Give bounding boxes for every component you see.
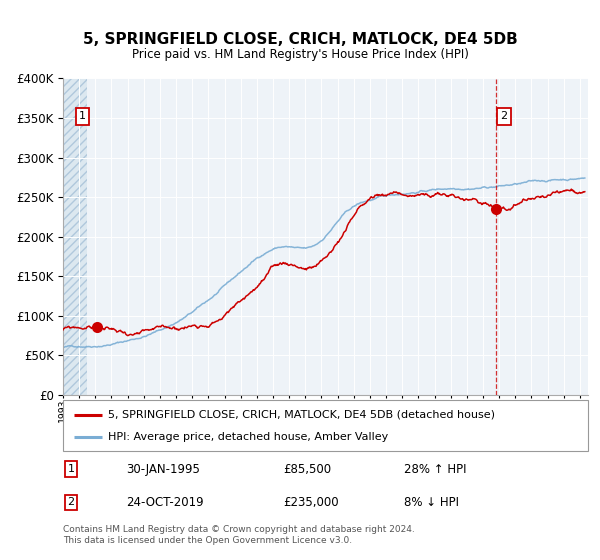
Text: 2: 2	[500, 111, 508, 122]
Text: 5, SPRINGFIELD CLOSE, CRICH, MATLOCK, DE4 5DB (detached house): 5, SPRINGFIELD CLOSE, CRICH, MATLOCK, DE…	[107, 409, 494, 419]
Text: £85,500: £85,500	[284, 463, 332, 476]
Text: 8% ↓ HPI: 8% ↓ HPI	[404, 496, 459, 509]
Text: £235,000: £235,000	[284, 496, 339, 509]
Text: 30-JAN-1995: 30-JAN-1995	[126, 463, 200, 476]
Text: 1: 1	[79, 111, 86, 122]
Bar	[63, 78, 87, 395]
Text: 2: 2	[67, 497, 74, 507]
Text: 5, SPRINGFIELD CLOSE, CRICH, MATLOCK, DE4 5DB: 5, SPRINGFIELD CLOSE, CRICH, MATLOCK, DE…	[83, 32, 517, 48]
Text: Contains HM Land Registry data © Crown copyright and database right 2024.
This d: Contains HM Land Registry data © Crown c…	[63, 525, 415, 545]
Text: 28% ↑ HPI: 28% ↑ HPI	[404, 463, 467, 476]
Text: HPI: Average price, detached house, Amber Valley: HPI: Average price, detached house, Ambe…	[107, 432, 388, 442]
Text: 24-OCT-2019: 24-OCT-2019	[126, 496, 203, 509]
Text: Price paid vs. HM Land Registry's House Price Index (HPI): Price paid vs. HM Land Registry's House …	[131, 48, 469, 60]
Text: 1: 1	[67, 464, 74, 474]
